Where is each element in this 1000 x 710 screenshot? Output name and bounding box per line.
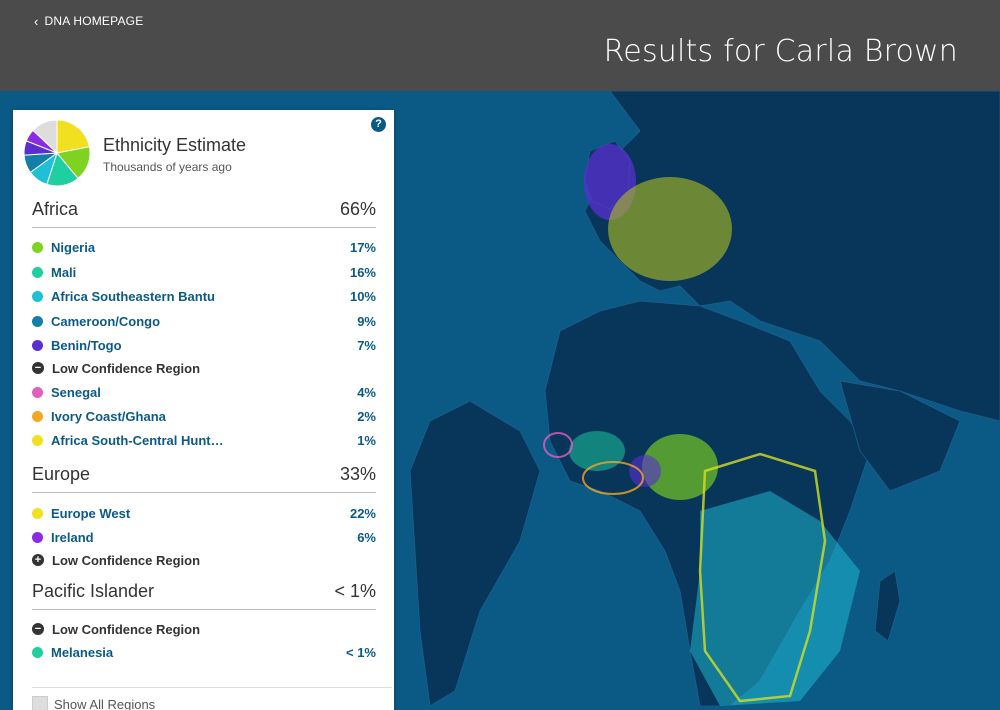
panel-subtitle: Thousands of years ago bbox=[103, 160, 232, 174]
region-percent: < 1% bbox=[346, 645, 376, 660]
group-name: Europe bbox=[32, 464, 90, 485]
color-dot bbox=[32, 340, 43, 351]
panel-title: Ethnicity Estimate bbox=[103, 135, 246, 156]
low-confidence-label: Low Confidence Region bbox=[52, 361, 200, 376]
region-percent: 17% bbox=[350, 240, 376, 255]
color-dot bbox=[32, 387, 43, 398]
low-confidence-toggle-africa[interactable]: − Low Confidence Region bbox=[32, 358, 376, 378]
region-percent: 6% bbox=[357, 530, 376, 545]
show-all-checkbox[interactable] bbox=[32, 696, 48, 710]
minus-circle-icon: − bbox=[32, 623, 44, 635]
region-percent: 10% bbox=[350, 289, 376, 304]
show-all-regions-toggle[interactable]: Show All Regions bbox=[32, 687, 392, 710]
region-percent: 9% bbox=[357, 314, 376, 329]
list-item[interactable]: Benin/Togo 7% bbox=[32, 335, 376, 355]
color-dot bbox=[32, 532, 43, 543]
ethnicity-estimate-panel: ? Ethnicity Estimate Thousands of years … bbox=[13, 110, 394, 710]
color-dot bbox=[32, 291, 43, 302]
region-percent: 22% bbox=[350, 506, 376, 521]
region-name: Africa Southeastern Bantu bbox=[51, 289, 215, 304]
group-name: Africa bbox=[32, 199, 78, 220]
group-pacific-islander-header[interactable]: Pacific Islander < 1% bbox=[32, 579, 376, 610]
group-percent: 66% bbox=[340, 199, 376, 220]
ethnicity-pie-chart bbox=[23, 119, 91, 187]
plus-circle-icon: + bbox=[32, 554, 44, 566]
region-name: Benin/Togo bbox=[51, 338, 122, 353]
region-name: Mali bbox=[51, 265, 76, 280]
region-name: Europe West bbox=[51, 506, 130, 521]
color-dot bbox=[32, 508, 43, 519]
region-percent: 4% bbox=[357, 385, 376, 400]
show-all-label: Show All Regions bbox=[54, 697, 155, 710]
group-africa-header[interactable]: Africa 66% bbox=[32, 197, 376, 228]
group-percent: < 1% bbox=[334, 581, 376, 602]
list-item[interactable]: Cameroon/Congo 9% bbox=[32, 311, 376, 331]
region-name: Nigeria bbox=[51, 240, 95, 255]
group-europe-header[interactable]: Europe 33% bbox=[32, 462, 376, 493]
help-icon[interactable]: ? bbox=[371, 117, 386, 132]
region-percent: 2% bbox=[357, 409, 376, 424]
color-dot bbox=[32, 435, 43, 446]
group-name: Pacific Islander bbox=[32, 581, 154, 602]
list-item[interactable]: Europe West 22% bbox=[32, 503, 376, 523]
color-dot bbox=[32, 411, 43, 422]
minus-circle-icon: − bbox=[32, 362, 44, 374]
low-confidence-label: Low Confidence Region bbox=[52, 622, 200, 637]
region-name: Africa South-Central Hunt… bbox=[51, 433, 224, 448]
list-item[interactable]: Ireland 6% bbox=[32, 527, 376, 547]
low-confidence-label: Low Confidence Region bbox=[52, 553, 200, 568]
region-name: Senegal bbox=[51, 385, 101, 400]
region-name: Ireland bbox=[51, 530, 94, 545]
page-title: Results for Carla Brown bbox=[604, 34, 958, 69]
region-percent: 7% bbox=[357, 338, 376, 353]
list-item[interactable]: Ivory Coast/Ghana 2% bbox=[32, 406, 376, 426]
list-item[interactable]: Nigeria 17% bbox=[32, 237, 376, 257]
chevron-left-icon: ‹ bbox=[34, 15, 39, 28]
list-item[interactable]: Mali 16% bbox=[32, 262, 376, 282]
color-dot bbox=[32, 316, 43, 327]
back-link-label: DNA HOMEPAGE bbox=[45, 14, 144, 28]
color-dot bbox=[32, 242, 43, 253]
region-percent: 16% bbox=[350, 265, 376, 280]
list-item[interactable]: Senegal 4% bbox=[32, 382, 376, 402]
region-name: Ivory Coast/Ghana bbox=[51, 409, 166, 424]
region-percent: 1% bbox=[357, 433, 376, 448]
low-confidence-toggle-pacific[interactable]: − Low Confidence Region bbox=[32, 619, 376, 639]
low-confidence-toggle-europe[interactable]: + Low Confidence Region bbox=[32, 550, 376, 570]
list-item[interactable]: Africa South-Central Hunt… 1% bbox=[32, 430, 376, 450]
region-name: Cameroon/Congo bbox=[51, 314, 160, 329]
list-item[interactable]: Melanesia < 1% bbox=[32, 642, 376, 662]
back-to-dna-homepage-link[interactable]: ‹ DNA HOMEPAGE bbox=[34, 14, 143, 28]
color-dot bbox=[32, 647, 43, 658]
group-percent: 33% bbox=[340, 464, 376, 485]
top-bar: ‹ DNA HOMEPAGE Results for Carla Brown bbox=[0, 0, 1000, 91]
color-dot bbox=[32, 267, 43, 278]
list-item[interactable]: Africa Southeastern Bantu 10% bbox=[32, 286, 376, 306]
region-name: Melanesia bbox=[51, 645, 113, 660]
